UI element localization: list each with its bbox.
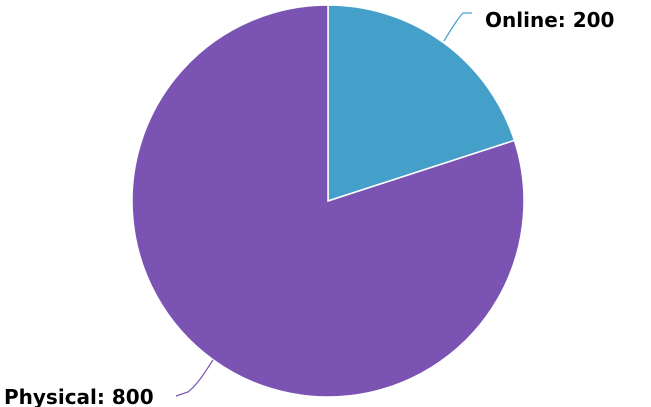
leader-line-physical: [175, 359, 214, 397]
pie-slices: [131, 4, 525, 398]
slice-label-physical: Physical: 800: [4, 385, 154, 407]
pie-slice-physical: [131, 4, 525, 398]
leader-line-online: [443, 12, 472, 42]
pie-slice-online: [327, 4, 516, 203]
slice-labels: Online: 200 Physical: 800: [4, 8, 614, 407]
slice-label-online: Online: 200: [485, 8, 614, 32]
leader-lines: [175, 12, 472, 397]
